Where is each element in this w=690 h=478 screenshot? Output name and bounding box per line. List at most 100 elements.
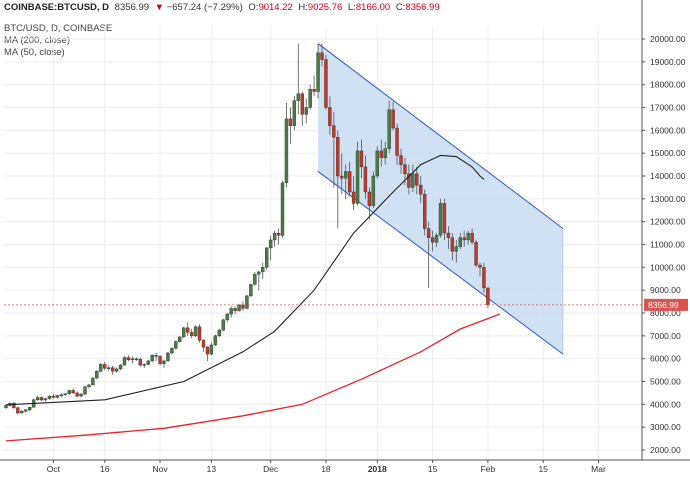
candle-body	[217, 329, 222, 337]
candle-body	[387, 109, 391, 149]
candle-body	[87, 384, 91, 387]
price-tick-label: 20000.00	[650, 34, 686, 44]
candle-body	[347, 171, 352, 193]
candle-body	[379, 150, 383, 158]
candle-body	[166, 352, 170, 362]
candle-body	[300, 93, 304, 115]
price-tick-label: 2000.00	[650, 445, 681, 455]
candle-body	[158, 356, 162, 364]
candle-body	[288, 118, 293, 126]
candle-body	[371, 175, 376, 206]
candle-body	[134, 358, 139, 360]
candle-body	[411, 173, 415, 188]
candle-body	[415, 173, 419, 186]
candle-body	[284, 118, 289, 184]
price-tick-label: 10000.00	[650, 262, 686, 272]
price-tick-label: 16000.00	[650, 125, 686, 135]
candle-body	[43, 398, 48, 401]
time-axis[interactable]: Oct 16 Nov 13 Dec 18 2018 15 Feb 15 Mar	[0, 459, 690, 474]
candle-body	[280, 182, 285, 236]
close-value: 8356.99	[405, 2, 440, 13]
change-arrow-icon: ▼	[154, 2, 165, 13]
candle-body	[213, 335, 218, 346]
time-tick-label: Nov	[152, 464, 168, 474]
time-tick-label: 13	[207, 464, 217, 474]
candle-body	[114, 368, 119, 372]
candle-body	[47, 395, 52, 399]
candle-body	[162, 360, 166, 364]
candle-body	[185, 327, 190, 333]
candle-body	[332, 125, 336, 138]
candle-body	[146, 360, 150, 365]
price-tick-label: 18000.00	[650, 80, 686, 90]
candle-body	[261, 267, 265, 273]
candle-body	[265, 247, 269, 268]
candle-body	[233, 308, 237, 311]
candles	[4, 43, 490, 415]
symbol-label[interactable]: COINBASE:BTCUSD, D	[4, 2, 110, 13]
candle-body	[106, 367, 111, 369]
time-tick-label: 16	[100, 464, 110, 474]
candle-body	[474, 242, 478, 266]
candle-body	[189, 332, 194, 337]
time-tick-label: Mar	[591, 464, 606, 474]
time-tick-label: 15	[538, 464, 548, 474]
candle-body	[462, 237, 466, 241]
candle-body	[197, 326, 202, 341]
candle-body	[458, 237, 462, 247]
open-label: O:	[248, 2, 259, 13]
time-tick-label: 18	[321, 464, 331, 474]
time-tick-label: Feb	[481, 464, 496, 474]
price-tick-label: 12000.00	[650, 217, 686, 227]
price-tick-label: 4000.00	[650, 399, 681, 409]
high-label: H:	[298, 2, 308, 13]
candle-body	[237, 304, 241, 311]
candle-body	[450, 237, 455, 252]
candle-body	[486, 287, 490, 306]
change-value: −657.24 (−7.29%)	[166, 2, 243, 13]
candle-body	[122, 357, 127, 366]
candle-body	[126, 357, 131, 361]
ma50-legend[interactable]: MA (50, close)	[4, 47, 65, 58]
candle-body	[375, 150, 379, 177]
candle-body	[229, 308, 233, 315]
last-price: 8356.99	[114, 2, 150, 13]
candle-body	[110, 367, 115, 372]
candle-body	[71, 390, 75, 394]
candle-body	[91, 377, 95, 386]
price-tick-label: 14000.00	[650, 171, 686, 181]
candle-body	[363, 166, 368, 193]
candle-body	[367, 191, 372, 206]
candle-body	[67, 390, 71, 395]
candle-body	[103, 364, 107, 369]
candle-body	[205, 347, 210, 355]
candle-body	[170, 348, 174, 354]
price-axis[interactable]: 2000.00 3000.00 4000.00 5000.00 6000.00 7000.…	[641, 0, 688, 460]
candle-body	[150, 355, 154, 362]
candle-body	[442, 203, 447, 234]
candle-body	[154, 355, 158, 357]
candle-body	[328, 107, 332, 126]
moving-averages	[4, 154, 642, 442]
candle-body	[407, 173, 411, 188]
price-tick-label: 11000.00	[650, 240, 685, 250]
candle-body	[272, 232, 277, 241]
candle-body	[142, 364, 146, 366]
candle-body	[426, 228, 431, 238]
price-tick-label: 19000.00	[650, 57, 686, 67]
candle-body	[39, 397, 44, 401]
price-tick-label: 6000.00	[650, 354, 681, 364]
candle-body	[28, 407, 32, 411]
ma200-legend[interactable]: MA (200, close)	[4, 35, 70, 46]
candle-body	[344, 171, 348, 179]
series-title[interactable]: BTC/USD, D, COINBASE	[4, 23, 113, 34]
candle-body	[446, 232, 451, 238]
candle-body	[403, 164, 407, 174]
candle-body	[118, 364, 123, 370]
ma200-line	[5, 313, 501, 442]
candle-body	[209, 344, 214, 355]
candle-body	[138, 358, 143, 366]
high-value: 9025.76	[307, 2, 343, 13]
